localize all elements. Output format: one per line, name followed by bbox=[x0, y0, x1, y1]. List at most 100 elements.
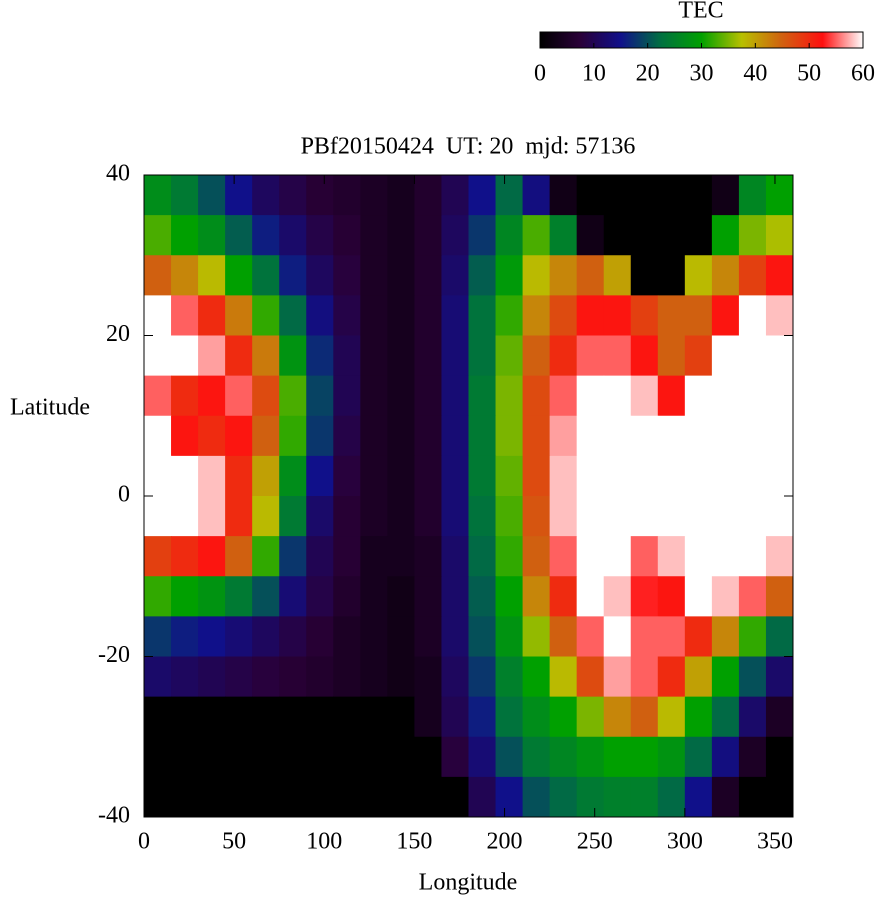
heat-cell bbox=[360, 776, 388, 818]
heat-cell bbox=[387, 696, 415, 738]
heat-cell bbox=[603, 375, 632, 417]
heat-cell bbox=[333, 255, 361, 296]
y-axis-label: Latitude bbox=[10, 395, 90, 421]
heat-cell bbox=[144, 696, 172, 738]
heat-cell bbox=[387, 576, 415, 617]
heat-cell bbox=[387, 415, 415, 457]
heat-cell bbox=[765, 616, 794, 657]
heat-cell bbox=[414, 496, 442, 537]
heat-cell bbox=[387, 455, 415, 497]
heat-cell bbox=[630, 415, 659, 457]
heat-cell bbox=[279, 455, 307, 497]
heat-cell bbox=[657, 576, 686, 617]
heat-cell bbox=[765, 375, 794, 417]
heat-cell bbox=[144, 736, 172, 778]
x-tick-label: 150 bbox=[396, 829, 432, 855]
heat-cell bbox=[711, 335, 740, 377]
heat-cell bbox=[765, 455, 794, 497]
heat-cell bbox=[765, 415, 794, 457]
heat-cell bbox=[657, 255, 686, 296]
heat-cell bbox=[657, 736, 686, 778]
heat-cell bbox=[171, 455, 199, 497]
heat-cell bbox=[360, 375, 388, 417]
heat-cell bbox=[630, 335, 659, 377]
heat-cell bbox=[225, 415, 253, 457]
heat-cell bbox=[630, 295, 659, 336]
heat-cell bbox=[684, 415, 713, 457]
heat-cell bbox=[225, 776, 253, 818]
heat-cell bbox=[225, 576, 253, 617]
chart-title: PBf20150424 UT: 20 mjd: 57136 bbox=[301, 134, 636, 160]
heat-cell bbox=[252, 375, 280, 417]
x-tick-label: 350 bbox=[757, 829, 793, 855]
x-tick-label: 200 bbox=[487, 829, 523, 855]
heat-cell bbox=[360, 415, 388, 457]
heat-cell bbox=[306, 415, 334, 457]
heat-cell bbox=[468, 656, 497, 698]
heat-cell bbox=[171, 295, 199, 336]
heat-cell bbox=[576, 215, 605, 256]
heat-cell bbox=[549, 496, 578, 537]
heat-cell bbox=[630, 616, 659, 657]
heat-cell bbox=[414, 215, 442, 256]
heat-cell bbox=[279, 335, 307, 377]
heat-cell bbox=[333, 215, 361, 256]
heat-cell bbox=[441, 335, 469, 377]
heat-cell bbox=[144, 776, 172, 818]
heat-cell bbox=[549, 536, 578, 577]
heat-cell bbox=[198, 616, 226, 657]
heat-cell bbox=[549, 656, 578, 698]
heat-cell bbox=[738, 375, 767, 417]
heat-cell bbox=[630, 215, 659, 256]
heat-cell bbox=[468, 255, 497, 296]
heat-cell bbox=[387, 776, 415, 818]
heat-cell bbox=[738, 175, 767, 216]
heat-cell bbox=[225, 616, 253, 657]
heat-cell bbox=[252, 616, 280, 657]
heat-cell bbox=[603, 415, 632, 457]
heat-cell bbox=[441, 776, 469, 818]
heat-cell bbox=[252, 496, 280, 537]
heat-cell bbox=[387, 335, 415, 377]
heat-cell bbox=[603, 295, 632, 336]
heat-cell bbox=[738, 215, 767, 256]
heat-cell bbox=[144, 536, 172, 577]
heat-cell bbox=[306, 255, 334, 296]
heat-cell bbox=[549, 616, 578, 657]
heat-cell bbox=[765, 776, 794, 818]
y-tick-label: 20 bbox=[106, 321, 130, 347]
y-tick-label: -20 bbox=[98, 642, 130, 668]
heat-cell bbox=[387, 175, 415, 216]
heat-cell bbox=[441, 255, 469, 296]
heat-cell bbox=[576, 536, 605, 577]
y-tick-label: 40 bbox=[106, 161, 130, 187]
colorbar-tick-label: 40 bbox=[743, 61, 767, 87]
heat-cell bbox=[765, 656, 794, 698]
heat-cell bbox=[414, 455, 442, 497]
heat-cell bbox=[252, 696, 280, 738]
heat-cell bbox=[765, 255, 794, 296]
heat-cell bbox=[549, 255, 578, 296]
heat-cell bbox=[549, 335, 578, 377]
colorbar-tick-label: 20 bbox=[636, 61, 660, 87]
heat-cell bbox=[603, 335, 632, 377]
heat-cell bbox=[468, 616, 497, 657]
heat-cell bbox=[252, 455, 280, 497]
heat-cell bbox=[711, 776, 740, 818]
heat-cell bbox=[630, 255, 659, 296]
heat-cell bbox=[333, 496, 361, 537]
heat-cell bbox=[738, 536, 767, 577]
heat-cell bbox=[387, 496, 415, 537]
heat-cell bbox=[414, 696, 442, 738]
heat-cell bbox=[198, 375, 226, 417]
heat-cell bbox=[360, 175, 388, 216]
heat-cell bbox=[549, 215, 578, 256]
heat-cell bbox=[306, 175, 334, 216]
heat-cell bbox=[441, 696, 469, 738]
heat-cell bbox=[738, 415, 767, 457]
heat-cell bbox=[576, 496, 605, 537]
heat-cell bbox=[684, 455, 713, 497]
heat-cell bbox=[387, 616, 415, 657]
heat-cell bbox=[387, 295, 415, 336]
heat-cell bbox=[333, 656, 361, 698]
